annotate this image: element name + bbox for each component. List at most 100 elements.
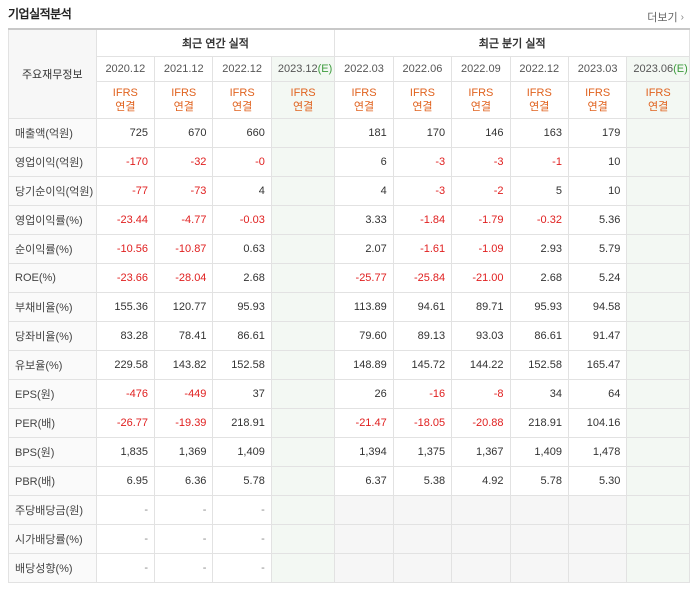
table-cell: 5.24 <box>567 262 628 293</box>
table-cell: 79.60 <box>334 320 394 351</box>
table-cell <box>626 117 690 148</box>
table-cell <box>392 552 453 583</box>
table-cell: -449 <box>154 378 214 409</box>
table-cell: 4 <box>334 175 394 206</box>
table-cell: 1,409 <box>212 436 272 467</box>
table-cell: -4.77 <box>154 204 214 235</box>
table-cell: -3 <box>392 146 453 177</box>
table-cell: -10.87 <box>154 233 214 264</box>
table-cell <box>626 349 690 380</box>
table-cell: -26.77 <box>95 407 156 438</box>
standard-line1: IFRS <box>468 86 494 99</box>
table-cell: 1,369 <box>154 436 214 467</box>
standard-line2: 연결 <box>292 100 314 113</box>
table-cell: 78.41 <box>154 320 214 351</box>
table-cell: 86.61 <box>212 320 272 351</box>
period-header: 2022.09 <box>451 55 511 82</box>
more-link[interactable]: 더보기 › <box>647 9 684 25</box>
standard-line2: 연결 <box>115 100 136 113</box>
table-cell: 1,835 <box>95 436 156 467</box>
table-cell: 104.16 <box>567 407 628 438</box>
standard-line2: 연결 <box>470 100 491 113</box>
standard-line2: 연결 <box>412 100 433 113</box>
table-cell: - <box>154 523 214 554</box>
period-header: 2022.12 <box>212 55 272 82</box>
table-cell: - <box>154 552 214 583</box>
table-cell <box>270 291 336 322</box>
table-row: 영업이익률(%) -23.44 -4.77 -0.03 3.33 -1.84 -1.79 -0… <box>8 204 690 235</box>
table-cell: 218.91 <box>212 407 272 438</box>
accounting-standard-header: IFRS 연결 <box>270 80 336 119</box>
table-cell: 5.79 <box>567 233 628 264</box>
table-cell <box>451 523 511 554</box>
table-cell: 165.47 <box>567 349 628 380</box>
table-cell: 6 <box>334 146 394 177</box>
table-cell: -476 <box>95 378 156 409</box>
table-cell: 1,394 <box>334 436 394 467</box>
table-cell <box>451 494 511 525</box>
table-cell: 181 <box>334 117 394 148</box>
table-cell: 10 <box>567 146 628 177</box>
table-row: 당좌비율(%) 83.28 78.41 86.61 79.60 89.13 93.03 86.… <box>8 320 690 351</box>
table-cell: 0.63 <box>212 233 272 264</box>
table-cell: -19.39 <box>154 407 214 438</box>
table-row: 주당배당금(원) - - - <box>8 494 690 525</box>
table-cell: 2.07 <box>334 233 394 264</box>
table-cell: 3.33 <box>334 204 394 235</box>
row-label: 유보율(%) <box>8 349 97 380</box>
table-cell: -16 <box>392 378 453 409</box>
accounting-standard-header: IFRS 연결 <box>154 80 214 119</box>
table-cell: 2.68 <box>212 262 272 293</box>
table-cell: -20.88 <box>451 407 511 438</box>
standard-line2: 연결 <box>587 100 608 113</box>
table-cell: -10.56 <box>95 233 156 264</box>
table-cell: 6.95 <box>95 465 156 496</box>
standard-line1: IFRS <box>585 86 611 99</box>
table-row: 당기순이익(억원) -77 -73 4 4 -3 -2 5 10 <box>8 175 690 206</box>
table-cell: 89.13 <box>392 320 453 351</box>
table-cell: 5.30 <box>567 465 628 496</box>
table-cell: -2 <box>451 175 511 206</box>
row-label: 영업이익(억원) <box>8 146 97 177</box>
table-cell: -21.00 <box>451 262 511 293</box>
estimate-marker: (E) <box>317 62 333 75</box>
table-cell <box>567 494 628 525</box>
accounting-standard-header: IFRS 연결 <box>509 80 569 119</box>
table-cell <box>509 552 569 583</box>
table-cell <box>270 407 336 438</box>
row-label: 주당배당금(원) <box>8 494 97 525</box>
standard-line1: IFRS <box>229 86 255 99</box>
row-label: 당좌비율(%) <box>8 320 97 351</box>
row-label: 영업이익률(%) <box>8 204 97 235</box>
row-label: PER(배) <box>8 407 97 438</box>
table-cell: 64 <box>567 378 628 409</box>
standard-line1: IFRS <box>171 86 197 99</box>
table-cell: 6.36 <box>154 465 214 496</box>
table-cell: - <box>212 552 272 583</box>
table-row: EPS(원) -476 -449 37 26 -16 -8 34 64 <box>8 378 690 409</box>
table-cell: -1.84 <box>392 204 453 235</box>
row-label: 시가배당률(%) <box>8 523 97 554</box>
section-title: 기업실적분석 <box>8 7 72 21</box>
table-cell: 148.89 <box>334 349 394 380</box>
row-label: EPS(원) <box>8 378 97 409</box>
table-cell: 4 <box>212 175 272 206</box>
table-cell <box>392 523 453 554</box>
standard-line2: 연결 <box>173 100 194 113</box>
table-cell: 34 <box>509 378 569 409</box>
table-cell: -77 <box>95 175 156 206</box>
table-row: 배당성향(%) - - - <box>8 552 690 583</box>
chevron-right-icon: › <box>680 11 684 23</box>
table-cell: - <box>95 494 156 525</box>
period-header: 2022.03 <box>334 55 394 82</box>
table-cell: -3 <box>451 146 511 177</box>
table-cell: -0 <box>212 146 272 177</box>
row-label: 배당성향(%) <box>8 552 97 583</box>
table-cell <box>270 494 336 525</box>
table-cell <box>270 552 336 583</box>
table-cell <box>270 320 336 351</box>
table-cell <box>626 552 690 583</box>
table-cell <box>626 523 690 554</box>
row-label: BPS(원) <box>8 436 97 467</box>
table-cell <box>626 465 690 496</box>
